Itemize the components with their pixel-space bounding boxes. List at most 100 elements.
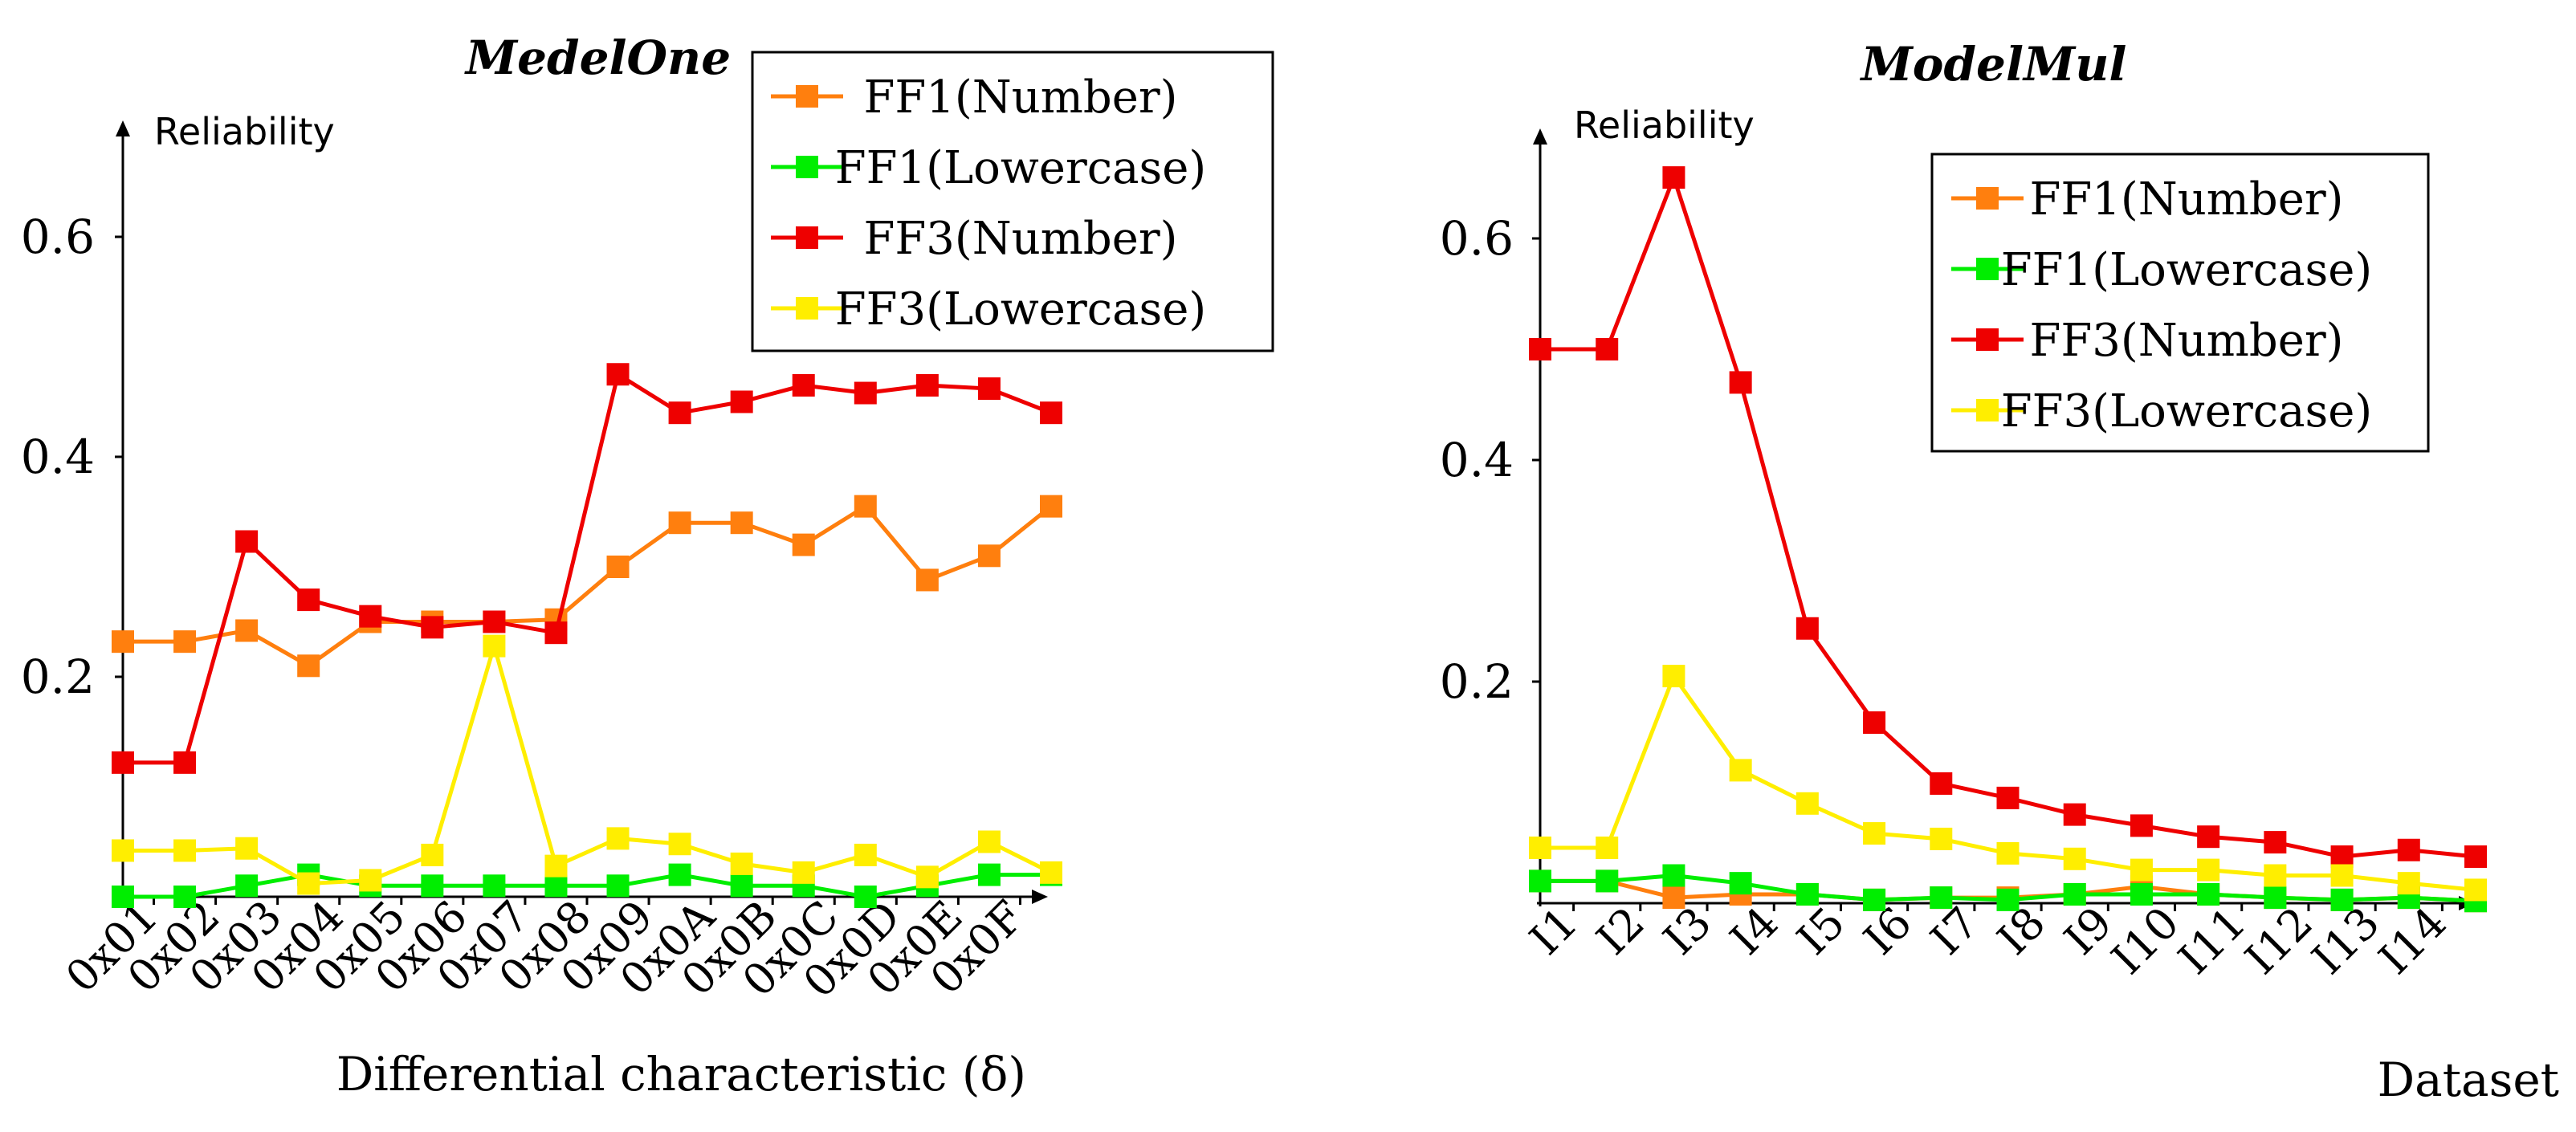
data-point-ff3_number xyxy=(1596,338,1619,360)
data-point-ff3_lowercase xyxy=(854,843,877,866)
data-point-ff1_lowercase xyxy=(112,886,134,908)
legend-label: FF3(Number) xyxy=(2030,315,2344,367)
y-axis-label: Reliability xyxy=(154,110,335,153)
data-point-ff1_lowercase xyxy=(668,863,691,886)
data-point-ff3_number xyxy=(1729,371,1752,394)
legend-box xyxy=(1930,153,2430,453)
legend-swatch-marker xyxy=(1976,328,1999,351)
data-point-ff3_number xyxy=(977,377,1001,401)
data-point-ff3_number xyxy=(421,616,444,639)
data-point-ff3_lowercase xyxy=(2264,864,2287,887)
data-point-ff3_number xyxy=(2063,803,2086,826)
data-point-ff3_number xyxy=(483,610,506,633)
legend-label: FF3(Lowercase) xyxy=(835,283,1206,336)
legend-label: FF1(Number) xyxy=(864,71,1178,124)
data-point-ff1_number xyxy=(792,533,815,556)
data-point-ff3_lowercase xyxy=(606,827,630,850)
data-point-ff3_number xyxy=(1040,401,1062,425)
data-point-ff3_number xyxy=(915,373,939,397)
data-point-ff3_number xyxy=(730,390,753,413)
legend-box xyxy=(751,51,1274,352)
data-point-ff3_lowercase xyxy=(297,872,320,895)
data-point-ff3_number xyxy=(1795,617,1819,640)
data-point-ff3_lowercase xyxy=(1040,861,1062,884)
data-point-ff1_lowercase xyxy=(1795,882,1819,906)
legend-label: FF3(Number) xyxy=(864,213,1178,265)
data-point-ff3_lowercase xyxy=(1529,837,1551,859)
data-point-ff3_number xyxy=(2397,838,2420,861)
data-point-ff1_lowercase xyxy=(173,886,197,908)
y-axis-label: Reliability xyxy=(1574,104,1755,147)
data-point-ff3_number xyxy=(2130,814,2153,837)
data-point-ff3_lowercase xyxy=(2130,858,2153,882)
data-point-ff3_number xyxy=(1930,772,1953,795)
legend-swatch-marker xyxy=(1976,187,1999,210)
legend-swatch-marker xyxy=(1976,399,1999,421)
data-point-ff3_number xyxy=(297,588,320,612)
data-point-ff1_lowercase xyxy=(977,863,1001,886)
y-tick-label: 0.6 xyxy=(1440,211,1514,266)
data-point-ff3_number xyxy=(2264,831,2287,854)
x-axis-label: Differential characteristic (δ) xyxy=(336,1047,1026,1101)
y-tick-label: 0.2 xyxy=(1440,654,1514,709)
data-point-ff3_lowercase xyxy=(2197,858,2220,882)
data-point-ff3_number xyxy=(1529,338,1551,360)
data-point-ff1_lowercase xyxy=(1930,886,1953,910)
data-point-ff3_lowercase xyxy=(1930,827,1953,850)
series-line-ff1_number xyxy=(123,504,1053,668)
series-line-ff3_number xyxy=(123,372,1052,765)
data-point-ff3_number xyxy=(2197,825,2220,849)
data-point-ff1_lowercase xyxy=(1662,864,1685,887)
data-point-ff3_lowercase xyxy=(483,634,506,658)
y-tick-label: 0.4 xyxy=(21,430,95,484)
data-point-ff3_lowercase xyxy=(1729,759,1752,782)
legend-label: FF3(Lowercase) xyxy=(2001,385,2372,438)
data-point-ff3_lowercase xyxy=(359,869,382,892)
data-point-ff1_number xyxy=(173,630,197,654)
data-point-ff1_number xyxy=(854,495,877,518)
y-axis-arrow xyxy=(1533,128,1547,145)
data-point-ff1_number xyxy=(606,556,630,578)
data-point-ff3_lowercase xyxy=(1863,822,1886,845)
data-point-ff3_number xyxy=(606,363,630,386)
data-point-ff1_lowercase xyxy=(854,886,877,908)
data-point-ff3_lowercase xyxy=(544,854,568,878)
data-point-ff1_lowercase xyxy=(2264,886,2287,910)
data-point-ff3_lowercase xyxy=(1662,665,1685,688)
data-point-ff1_number xyxy=(1040,495,1062,518)
legend-label: FF1(Lowercase) xyxy=(835,142,1206,194)
legend-label: FF1(Lowercase) xyxy=(2001,244,2372,296)
legend-swatch-marker xyxy=(796,297,818,320)
data-point-ff3_lowercase xyxy=(1996,841,2020,865)
data-point-ff1_number xyxy=(235,619,259,642)
x-axis-label: Dataset xyxy=(2378,1053,2559,1107)
chart-title: MedelOne xyxy=(464,31,731,85)
data-point-ff3_number xyxy=(359,605,382,628)
data-point-ff3_number xyxy=(1996,786,2020,809)
data-point-ff3_lowercase xyxy=(112,839,134,862)
y-tick-label: 0.4 xyxy=(1440,433,1514,487)
data-point-ff1_number xyxy=(915,568,939,592)
data-point-ff1_lowercase xyxy=(483,874,506,898)
data-point-ff1_lowercase xyxy=(235,874,259,898)
legend-label: FF1(Number) xyxy=(2030,173,2344,226)
data-point-ff1_lowercase xyxy=(544,874,568,898)
legend-swatch-marker xyxy=(1976,258,1999,280)
data-point-ff3_lowercase xyxy=(2330,864,2354,887)
data-point-ff1_number xyxy=(297,654,320,678)
data-point-ff1_lowercase xyxy=(730,874,753,898)
data-point-ff3_number xyxy=(544,621,568,645)
series-line-ff3_lowercase xyxy=(123,644,1053,886)
data-point-ff3_number xyxy=(112,751,134,774)
data-point-ff3_lowercase xyxy=(421,843,444,866)
data-point-ff3_lowercase xyxy=(792,861,815,884)
data-point-ff1_lowercase xyxy=(1529,869,1551,893)
data-point-ff3_number xyxy=(792,373,815,397)
data-point-ff1_lowercase xyxy=(1596,869,1619,893)
data-point-ff3_lowercase xyxy=(915,865,939,889)
data-point-ff1_number xyxy=(977,544,1001,568)
data-point-ff3_lowercase xyxy=(173,839,197,862)
data-point-ff1_lowercase xyxy=(1863,888,1886,911)
data-point-ff3_lowercase xyxy=(2464,878,2487,902)
